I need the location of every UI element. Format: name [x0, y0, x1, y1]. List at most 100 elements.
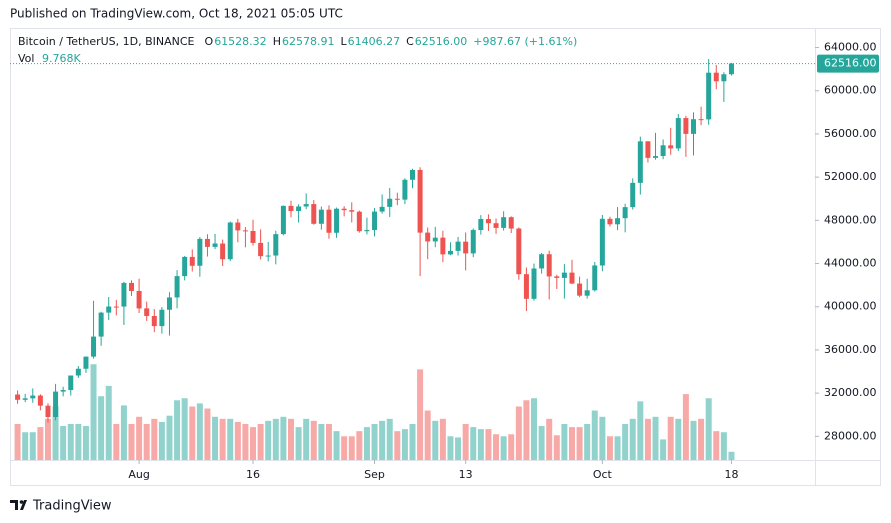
- volume-bar: [348, 436, 355, 460]
- candle-body: [478, 219, 484, 231]
- volume-bar: [584, 423, 591, 460]
- brand-logo: [10, 500, 27, 510]
- volume-bar: [318, 423, 325, 460]
- volume-bar: [386, 418, 393, 460]
- volume-bar: [470, 427, 477, 460]
- volume-bar: [196, 403, 203, 460]
- volume-bar: [568, 427, 575, 460]
- candle-body: [387, 198, 393, 207]
- y-tick-label: 60000.00: [824, 84, 877, 97]
- volume-bar: [136, 416, 143, 460]
- volume-bar: [675, 418, 682, 460]
- candle-body: [394, 198, 400, 200]
- legend-key: H: [273, 35, 281, 48]
- brand: TradingView: [32, 499, 112, 514]
- volume-bar: [128, 423, 135, 460]
- volume-bar: [204, 408, 211, 460]
- volume-bar: [371, 423, 378, 460]
- volume-bar: [22, 432, 29, 460]
- candle-body: [258, 242, 264, 257]
- y-tick-label: 52000.00: [824, 170, 877, 183]
- volume-bar: [325, 423, 332, 460]
- volume-bar: [606, 436, 613, 460]
- candle-body: [68, 375, 74, 391]
- candle-body: [546, 254, 552, 277]
- volume-bar: [295, 427, 302, 460]
- volume-bar: [166, 415, 173, 460]
- volume-bar: [652, 416, 659, 460]
- candle-body: [485, 219, 491, 224]
- volume-value: 9.768K: [42, 52, 81, 65]
- volume-bar: [667, 416, 674, 460]
- candle-body: [653, 156, 659, 158]
- volume-bar: [265, 420, 272, 460]
- candle-body: [204, 238, 210, 247]
- volume-bar: [120, 405, 127, 460]
- last-price-label: 62516.00: [824, 57, 877, 70]
- candle-body: [501, 217, 507, 228]
- candle-body: [75, 368, 81, 376]
- volume-bar: [60, 425, 67, 460]
- candle-body: [531, 268, 537, 299]
- volume-bar: [637, 401, 644, 460]
- volume-bar: [523, 400, 530, 460]
- candle-body: [288, 205, 294, 211]
- candle-body: [30, 395, 36, 399]
- y-tick-label: 28000.00: [824, 429, 877, 442]
- volume-bar: [52, 406, 59, 460]
- candle-body: [37, 395, 43, 406]
- volume-bar: [690, 420, 697, 460]
- volume-bar: [257, 423, 264, 460]
- y-tick-label: 36000.00: [824, 343, 877, 356]
- x-tick-label: Aug: [128, 468, 149, 481]
- candle-body: [675, 118, 681, 149]
- candle-body: [53, 391, 59, 418]
- symbol: Bitcoin / TetherUS, 1D, BINANCE: [18, 35, 195, 48]
- volume-bar: [553, 435, 560, 460]
- volume-bar: [515, 406, 522, 460]
- candle-body: [144, 308, 150, 316]
- candle-body: [660, 145, 666, 157]
- volume-bar: [227, 418, 234, 460]
- candle-body: [45, 405, 51, 418]
- candle-body: [121, 282, 127, 307]
- volume-bar: [234, 421, 241, 460]
- volume-bar: [622, 423, 629, 460]
- volume-bar: [90, 364, 97, 460]
- volume-bar: [379, 420, 386, 460]
- legend-value: 62578.91: [282, 35, 335, 48]
- candle-body: [265, 255, 271, 257]
- volume-bar: [713, 431, 720, 460]
- volume-bar: [705, 398, 712, 460]
- candle-body: [554, 276, 560, 278]
- candle-body: [334, 208, 340, 233]
- candle-body: [410, 169, 415, 180]
- volume-bar: [363, 427, 370, 460]
- volume-bar: [310, 420, 317, 460]
- volume-bar: [538, 425, 545, 460]
- candle-body: [698, 119, 704, 121]
- volume-bar: [447, 436, 454, 460]
- volume-bar: [401, 429, 408, 460]
- volume-bar: [432, 420, 439, 460]
- volume-bar: [728, 451, 735, 460]
- volume-bar: [576, 427, 583, 460]
- volume-bar: [280, 416, 287, 460]
- candle-body: [250, 230, 256, 243]
- candle-body: [599, 218, 605, 266]
- candle-body: [189, 256, 195, 266]
- candle-body: [151, 315, 157, 327]
- candle-body: [577, 283, 583, 296]
- candles: [15, 59, 734, 423]
- volume-bar: [272, 418, 279, 460]
- x-tick-label: Sep: [364, 468, 385, 481]
- volume-bar: [417, 369, 424, 460]
- candle-body: [220, 243, 226, 260]
- volume-bar: [219, 418, 226, 460]
- candle-body: [728, 63, 734, 75]
- volume-bar: [629, 418, 636, 460]
- volume-bar: [14, 423, 21, 460]
- candle-body: [668, 145, 674, 149]
- volume-bar: [113, 423, 120, 460]
- volume-bar: [287, 418, 294, 460]
